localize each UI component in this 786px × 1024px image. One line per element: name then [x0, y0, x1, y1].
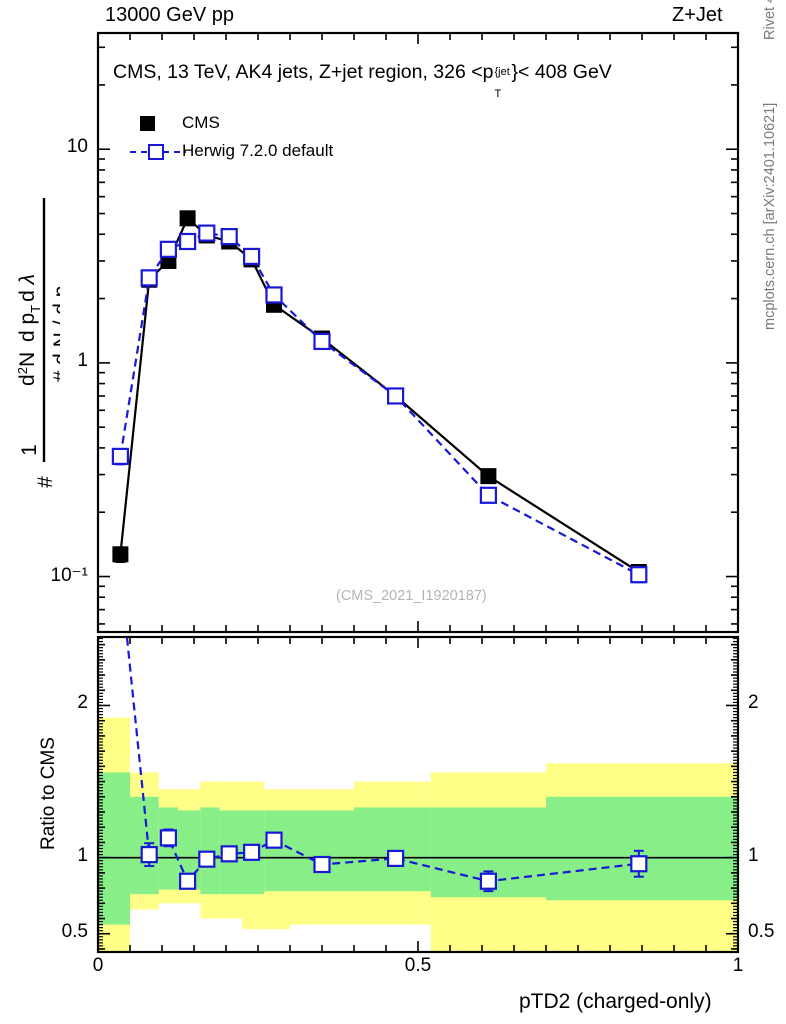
svg-text:# d N / d pT: # d N / d pT — [50, 278, 60, 383]
ratio-band-inner — [354, 807, 431, 892]
herwig-series-marker — [198, 224, 216, 242]
legend-label-cms: CMS — [182, 113, 220, 132]
ratio-herwig-series-marker — [479, 872, 497, 890]
ratio-herwig-series-marker — [179, 872, 197, 890]
herwig-series-marker — [479, 486, 497, 504]
herwig-series-marker — [387, 387, 405, 405]
analysis-watermark: (CMS_2021_I1920187) — [336, 588, 487, 604]
ratio-band-inner — [264, 810, 290, 892]
herwig-series-marker — [159, 240, 177, 258]
ratio-herwig-series-marker — [198, 850, 216, 868]
plot-title-text: CMS, 13 TeV, AK4 jets, Z+jet region, 326… — [113, 61, 494, 83]
herwig-series-marker — [313, 332, 331, 351]
herwig-series-marker — [630, 566, 648, 584]
header-right: Z+Jet — [672, 4, 723, 26]
cms-series-line — [119, 216, 640, 573]
svg-text:1: 1 — [18, 444, 41, 456]
ratio-herwig-series-marker — [243, 843, 261, 861]
cms-series-marker — [480, 468, 497, 485]
svg-text:#: # — [34, 476, 57, 488]
svg-text:d2N d pTd λ: d2N d pTd λ — [15, 274, 43, 386]
ratio-herwig-series-marker — [159, 829, 177, 847]
ratio-herwig-series-marker — [313, 855, 331, 874]
ratio-band-inner — [98, 772, 130, 925]
filled-square-icon — [140, 116, 155, 131]
open-square-icon — [148, 144, 164, 160]
main-ylabel: d2N d pTd λ # d N / d pT # 1 — [0, 0, 60, 632]
plot-title-subscript: T — [494, 88, 502, 100]
ratio-herwig-series-marker — [265, 831, 283, 849]
main-panel-frame — [96, 31, 740, 634]
ratio-herwig-series-marker — [387, 849, 405, 868]
ratio-band-inner — [158, 807, 178, 890]
herwig-series-marker — [220, 228, 238, 246]
herwig-series-marker — [243, 247, 261, 266]
plot-title: CMS, 13 TeV, AK4 jets, Z+jet region, 326… — [113, 61, 612, 100]
plot-title-tail: }< 408 GeV — [511, 61, 612, 83]
ratio-band-inner — [546, 796, 738, 901]
herwig-series-marker — [265, 286, 283, 304]
ratio-herwig-series-marker — [140, 846, 158, 864]
ratio-band-inner — [290, 810, 354, 892]
ratio-herwig-series-marker — [220, 845, 238, 863]
ratio-herwig-series-marker — [630, 855, 648, 873]
header-left: 13000 GeV pp — [105, 4, 234, 26]
cms-series-marker — [179, 210, 196, 227]
cms-series-marker — [112, 546, 129, 563]
xaxis-label: pTD2 (charged-only) — [519, 990, 712, 1013]
herwig-series-marker — [111, 447, 130, 465]
herwig-series-marker — [140, 269, 158, 287]
legend-label-herwig: Herwig 7.2.0 default — [182, 141, 334, 160]
herwig-series-marker — [179, 232, 197, 251]
plot-title-superscript: {jet — [494, 66, 510, 78]
